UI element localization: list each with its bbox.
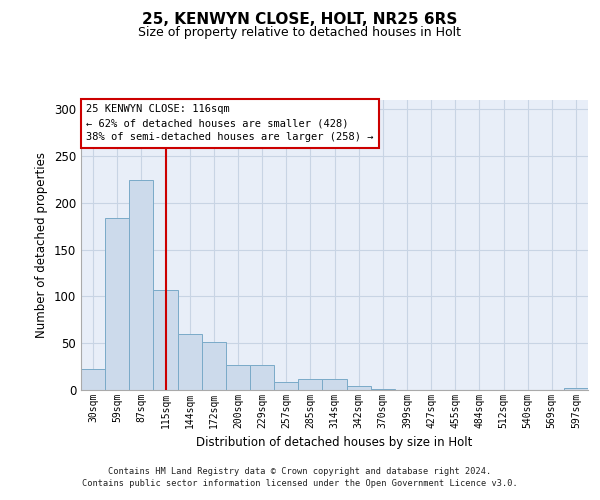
Bar [298,379,322,390]
Text: Size of property relative to detached houses in Holt: Size of property relative to detached ho… [139,26,461,39]
Text: Contains HM Land Registry data © Crown copyright and database right 2024.
Contai: Contains HM Land Registry data © Crown c… [82,466,518,487]
Bar [274,382,298,390]
Bar [226,364,250,390]
Bar [347,386,371,390]
Bar [178,334,202,390]
Bar [250,364,274,390]
Bar [564,388,588,390]
Y-axis label: Number of detached properties: Number of detached properties [35,152,49,338]
Bar [154,290,178,390]
Bar [371,389,395,390]
X-axis label: Distribution of detached houses by size in Holt: Distribution of detached houses by size … [196,436,473,450]
Bar [105,218,129,390]
Bar [129,180,154,390]
Text: 25, KENWYN CLOSE, HOLT, NR25 6RS: 25, KENWYN CLOSE, HOLT, NR25 6RS [142,12,458,28]
Bar [202,342,226,390]
Bar [81,370,105,390]
Text: 25 KENWYN CLOSE: 116sqm
← 62% of detached houses are smaller (428)
38% of semi-d: 25 KENWYN CLOSE: 116sqm ← 62% of detache… [86,104,374,142]
Bar [322,379,347,390]
